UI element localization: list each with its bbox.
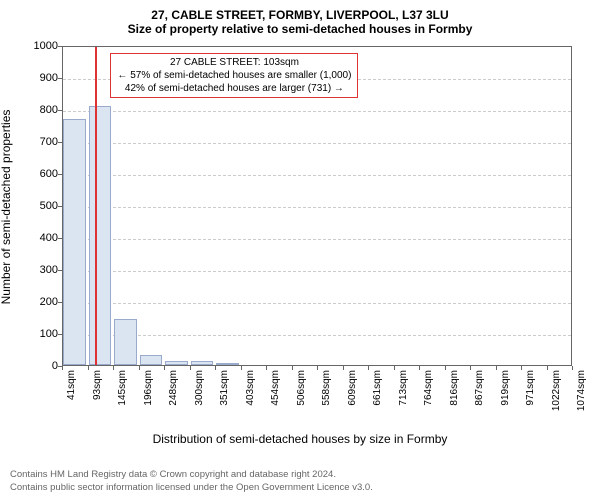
x-tick-label: 300sqm bbox=[194, 370, 205, 406]
x-tick-label: 41sqm bbox=[66, 370, 77, 400]
gridline bbox=[63, 175, 571, 176]
y-tick-label: 100 bbox=[18, 328, 58, 340]
annotation-box: 27 CABLE STREET: 103sqm← 57% of semi-det… bbox=[110, 53, 358, 98]
gridline bbox=[63, 303, 571, 304]
x-tick-mark bbox=[113, 366, 114, 370]
gridline bbox=[63, 111, 571, 112]
annotation-line1: 27 CABLE STREET: 103sqm bbox=[117, 56, 351, 69]
footer-line3: Contains public sector information licen… bbox=[10, 482, 373, 494]
x-tick-mark bbox=[470, 366, 471, 370]
x-tick-mark bbox=[419, 366, 420, 370]
y-tick-mark bbox=[58, 142, 62, 143]
x-tick-label: 971sqm bbox=[525, 370, 536, 406]
x-tick-mark bbox=[317, 366, 318, 370]
gridline bbox=[63, 239, 571, 240]
x-tick-label: 1022sqm bbox=[551, 370, 562, 411]
y-tick-label: 500 bbox=[18, 200, 58, 212]
y-tick-label: 400 bbox=[18, 232, 58, 244]
x-tick-label: 661sqm bbox=[372, 370, 383, 406]
histogram-bar bbox=[63, 119, 86, 365]
x-tick-mark bbox=[496, 366, 497, 370]
x-tick-mark bbox=[547, 366, 548, 370]
x-tick-mark bbox=[164, 366, 165, 370]
x-tick-label: 506sqm bbox=[296, 370, 307, 406]
x-tick-mark bbox=[445, 366, 446, 370]
y-tick-mark bbox=[58, 206, 62, 207]
x-tick-label: 351sqm bbox=[219, 370, 230, 406]
plot-area: 27 CABLE STREET: 103sqm← 57% of semi-det… bbox=[62, 46, 572, 366]
x-tick-mark bbox=[62, 366, 63, 370]
gridline bbox=[63, 207, 571, 208]
y-tick-label: 900 bbox=[18, 72, 58, 84]
x-tick-label: 403sqm bbox=[245, 370, 256, 406]
y-tick-mark bbox=[58, 238, 62, 239]
histogram-bar bbox=[89, 106, 112, 365]
x-tick-mark bbox=[292, 366, 293, 370]
y-tick-mark bbox=[58, 174, 62, 175]
x-axis-title: Distribution of semi-detached houses by … bbox=[0, 432, 600, 446]
x-tick-label: 764sqm bbox=[423, 370, 434, 406]
y-tick-mark bbox=[58, 46, 62, 47]
chart-title-main: 27, CABLE STREET, FORMBY, LIVERPOOL, L37… bbox=[0, 0, 600, 22]
x-tick-mark bbox=[394, 366, 395, 370]
y-tick-label: 200 bbox=[18, 296, 58, 308]
gridline bbox=[63, 271, 571, 272]
y-tick-mark bbox=[58, 78, 62, 79]
x-tick-mark bbox=[572, 366, 573, 370]
x-tick-label: 867sqm bbox=[474, 370, 485, 406]
x-tick-mark bbox=[343, 366, 344, 370]
y-tick-mark bbox=[58, 334, 62, 335]
x-tick-label: 558sqm bbox=[321, 370, 332, 406]
x-tick-label: 1074sqm bbox=[576, 370, 587, 411]
footer-line1: Contains HM Land Registry data © Crown c… bbox=[10, 469, 373, 481]
y-tick-mark bbox=[58, 270, 62, 271]
histogram-bar bbox=[165, 361, 188, 365]
x-tick-mark bbox=[88, 366, 89, 370]
y-tick-label: 700 bbox=[18, 136, 58, 148]
x-tick-label: 713sqm bbox=[398, 370, 409, 406]
histogram-bar bbox=[114, 319, 137, 365]
y-tick-label: 600 bbox=[18, 168, 58, 180]
x-tick-mark bbox=[521, 366, 522, 370]
y-tick-label: 300 bbox=[18, 264, 58, 276]
histogram-bar bbox=[191, 361, 214, 365]
annotation-line2: ← 57% of semi-detached houses are smalle… bbox=[117, 69, 351, 82]
y-tick-label: 0 bbox=[18, 360, 58, 372]
annotation-line3: 42% of semi-detached houses are larger (… bbox=[117, 82, 351, 95]
chart-footer: Contains HM Land Registry data © Crown c… bbox=[10, 469, 373, 494]
y-tick-label: 800 bbox=[18, 104, 58, 116]
x-tick-label: 196sqm bbox=[143, 370, 154, 406]
x-tick-mark bbox=[190, 366, 191, 370]
x-tick-mark bbox=[368, 366, 369, 370]
x-tick-label: 248sqm bbox=[168, 370, 179, 406]
x-tick-mark bbox=[139, 366, 140, 370]
x-tick-label: 919sqm bbox=[500, 370, 511, 406]
y-tick-label: 1000 bbox=[18, 40, 58, 52]
y-tick-mark bbox=[58, 110, 62, 111]
gridline bbox=[63, 143, 571, 144]
histogram-bar bbox=[216, 363, 239, 365]
y-tick-mark bbox=[58, 302, 62, 303]
x-tick-label: 145sqm bbox=[117, 370, 128, 406]
x-tick-label: 93sqm bbox=[92, 370, 103, 400]
x-tick-label: 816sqm bbox=[449, 370, 460, 406]
chart-title-sub: Size of property relative to semi-detach… bbox=[0, 22, 600, 40]
x-tick-mark bbox=[266, 366, 267, 370]
x-tick-label: 454sqm bbox=[270, 370, 281, 406]
reference-line bbox=[95, 47, 97, 365]
x-tick-mark bbox=[215, 366, 216, 370]
x-tick-label: 609sqm bbox=[347, 370, 358, 406]
chart-container: 27, CABLE STREET, FORMBY, LIVERPOOL, L37… bbox=[0, 0, 600, 500]
gridline bbox=[63, 335, 571, 336]
x-tick-mark bbox=[241, 366, 242, 370]
histogram-bar bbox=[140, 355, 163, 365]
